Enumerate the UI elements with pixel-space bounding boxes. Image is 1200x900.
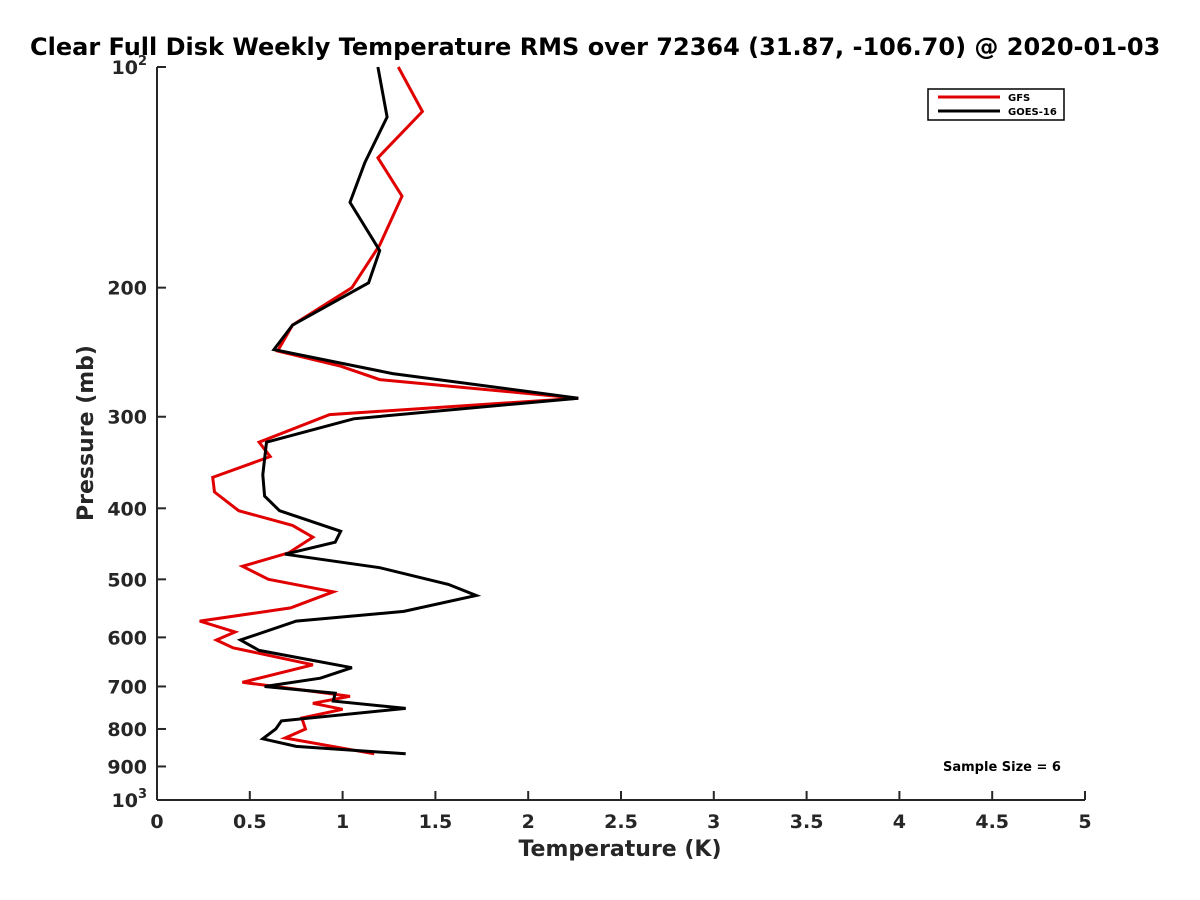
x-axis-ticks: 0 0.5 1 1.5 2 2.5 3 3.5 4 4.5 5 — [150, 791, 1092, 833]
x-tick-label: 3.5 — [790, 811, 824, 833]
y-tick-label: 800 — [107, 719, 147, 741]
sample-size-annotation: Sample Size = 6 — [943, 760, 1061, 775]
x-tick-label: 0 — [150, 811, 163, 833]
x-tick-label: 4.5 — [975, 811, 1009, 833]
x-tick-label: 3 — [707, 811, 720, 833]
x-tick-label: 0.5 — [233, 811, 267, 833]
x-tick-label: 2.5 — [604, 811, 638, 833]
y-tick-label: 102 — [112, 54, 148, 79]
x-tick-label: 4 — [893, 811, 906, 833]
y-tick-label: 300 — [107, 407, 147, 429]
y-tick-label: 600 — [107, 627, 147, 649]
legend-label: GOES-16 — [1008, 107, 1057, 118]
x-tick-label: 2 — [522, 811, 535, 833]
x-tick-label: 1.5 — [419, 811, 453, 833]
x-tick-label: 1 — [336, 811, 349, 833]
chart-title: Clear Full Disk Weekly Temperature RMS o… — [30, 33, 1160, 61]
y-axis-label: Pressure (mb) — [74, 345, 99, 521]
y-tick-label: 103 — [112, 787, 148, 812]
x-tick-label: 5 — [1078, 811, 1091, 833]
legend: GFS GOES-16 — [927, 88, 1065, 121]
y-tick-label: 200 — [107, 278, 147, 300]
plot-lines — [199, 66, 579, 756]
legend-label: GFS — [1008, 93, 1030, 104]
y-tick-label: 400 — [107, 498, 147, 520]
series-line-gfs — [199, 66, 579, 756]
y-tick-label: 700 — [107, 676, 147, 698]
y-tick-label: 500 — [107, 569, 147, 591]
y-tick-label: 900 — [107, 756, 147, 778]
x-axis-label: Temperature (K) — [518, 837, 721, 862]
y-axis-ticks: 102 200 300 400 500 600 700 800 900 103 — [107, 54, 166, 812]
legend-box — [927, 88, 1065, 121]
series-line-goes-16 — [236, 66, 579, 756]
